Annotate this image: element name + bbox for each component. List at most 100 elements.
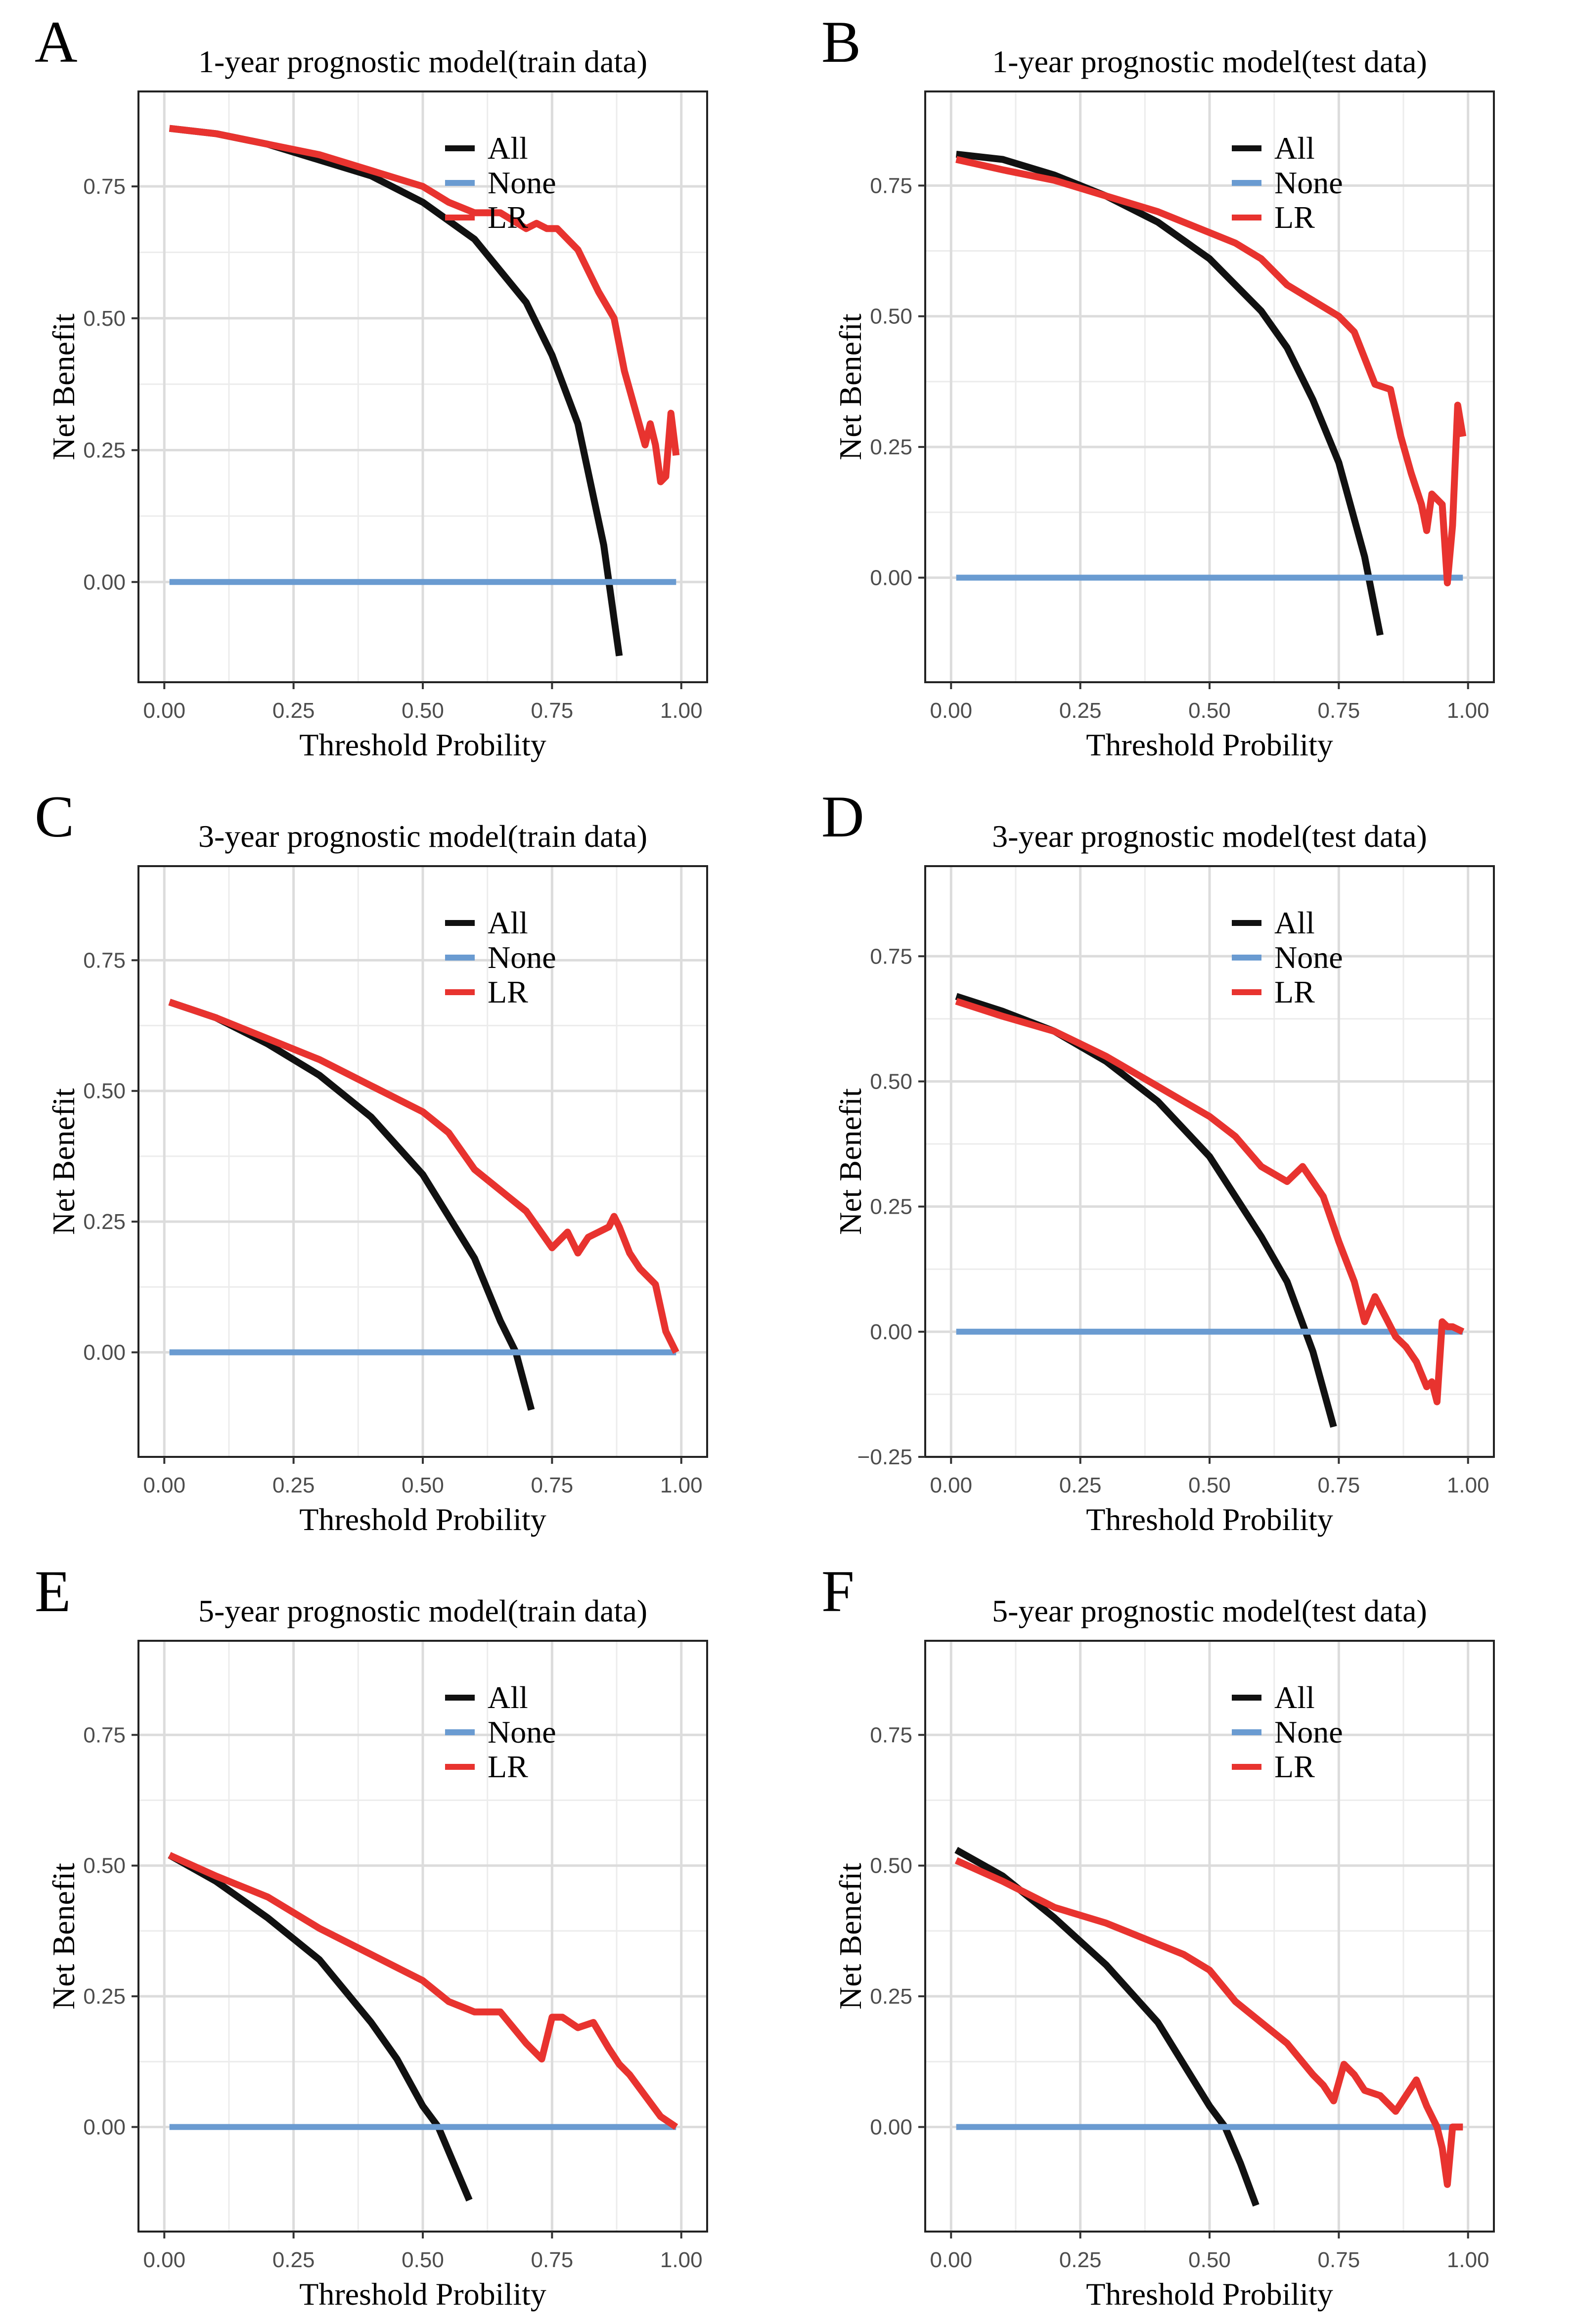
legend-label: LR <box>488 200 528 235</box>
x-tick-label: 0.00 <box>143 699 185 723</box>
chart-title: 5-year prognostic model(train data) <box>198 1593 648 1628</box>
y-tick-label: 0.50 <box>83 1079 126 1103</box>
legend-label: None <box>1274 165 1343 200</box>
legend-item: All <box>445 905 556 940</box>
legend-label: All <box>1274 131 1315 166</box>
legend: All None LR <box>1232 131 1343 235</box>
legend-key <box>1232 180 1261 186</box>
y-axis-label: Net Benefit <box>46 1088 81 1235</box>
x-tick-label: 0.75 <box>1318 2248 1360 2272</box>
y-axis-label: Net Benefit <box>833 1088 868 1235</box>
chart-title: 1-year prognostic model(test data) <box>992 44 1427 79</box>
panel-label: A <box>35 9 78 75</box>
panel-label: F <box>821 1558 854 1624</box>
chart-panel-d: D 3-year prognostic model(test data) 0.00 0… <box>787 775 1574 1549</box>
x-tick-label: 0.50 <box>402 699 444 723</box>
x-tick-label: 0.00 <box>930 2248 972 2272</box>
y-tick-label: 0.25 <box>83 1984 126 2009</box>
legend-label: All <box>488 905 528 940</box>
chart-title: 1-year prognostic model(train data) <box>198 44 648 79</box>
x-tick-label: 1.00 <box>660 1473 703 1497</box>
panel-label: B <box>821 9 861 75</box>
legend-key <box>445 1764 475 1770</box>
legend-item: LR <box>445 1749 556 1784</box>
x-tick-label: 0.50 <box>402 1473 444 1497</box>
x-tick-label: 0.25 <box>1059 699 1102 723</box>
legend: All None LR <box>1232 1680 1343 1784</box>
plot-svg: 0.00 0.25 0.50 0.75 1.00 0.00 0.25 0.50 0.75 <box>83 865 708 1497</box>
x-axis-label: Threshold Probility <box>299 1502 546 1537</box>
x-tick-label: 0.75 <box>1318 1473 1360 1497</box>
legend-label: LR <box>488 974 528 1009</box>
y-tick-label: 0.75 <box>870 944 912 968</box>
y-tick-label: 0.25 <box>83 1210 126 1234</box>
chart-title: 3-year prognostic model(test data) <box>992 819 1427 854</box>
legend-key <box>1232 920 1261 926</box>
y-tick-label: 0.75 <box>83 175 126 199</box>
legend-key <box>445 145 475 151</box>
legend: All None LR <box>445 905 556 1009</box>
y-tick-label: 0.50 <box>870 1069 912 1094</box>
series-line-lr <box>955 156 1467 587</box>
legend: All None LR <box>1232 905 1343 1009</box>
legend-key <box>1232 989 1261 995</box>
legend-item: All <box>445 131 556 166</box>
panel-label: E <box>35 1558 71 1624</box>
legend-item: None <box>1232 940 1343 975</box>
x-tick-label: 0.25 <box>272 699 315 723</box>
x-tick-label: 0.25 <box>272 2248 315 2272</box>
series-line-lr <box>168 999 679 1354</box>
x-tick-label: 1.00 <box>1447 1473 1489 1497</box>
x-tick-label: 0.00 <box>143 1473 185 1497</box>
y-tick-label: 0.00 <box>870 2115 912 2139</box>
series-line-lr <box>168 1852 678 2130</box>
legend-item: None <box>445 165 556 200</box>
legend-item: LR <box>1232 200 1343 235</box>
y-tick-label: 0.00 <box>83 570 126 594</box>
x-tick-label: 0.50 <box>1188 2248 1231 2272</box>
legend-key <box>1232 1729 1261 1735</box>
legend-label: None <box>488 165 556 200</box>
y-tick-label: 0.75 <box>83 948 126 972</box>
legend-item: LR <box>445 200 556 235</box>
y-tick-label: 0.00 <box>83 2115 126 2139</box>
y-tick-label: 0.00 <box>870 566 912 590</box>
y-tick-label: 0.50 <box>83 307 126 331</box>
x-axis-label: Threshold Probility <box>299 2277 546 2312</box>
legend-key <box>445 180 475 186</box>
y-tick-label: 0.75 <box>83 1723 126 1747</box>
x-tick-label: 0.75 <box>531 699 574 723</box>
chart-title: 5-year prognostic model(test data) <box>992 1593 1427 1628</box>
legend-key <box>1232 215 1261 220</box>
legend-key <box>1232 1764 1261 1770</box>
legend-label: All <box>1274 1680 1315 1715</box>
chart-panel-c: C 3-year prognostic model(train data) 0.00… <box>0 775 787 1549</box>
x-tick-label: 0.75 <box>1318 699 1360 723</box>
x-tick-label: 1.00 <box>1447 699 1489 723</box>
legend-item: All <box>1232 1680 1343 1715</box>
legend-key <box>445 1729 475 1735</box>
y-tick-label: −0.25 <box>857 1445 912 1469</box>
x-tick-label: 0.50 <box>1188 699 1231 723</box>
series-line-lr <box>955 998 1465 1405</box>
x-axis-label: Threshold Probility <box>299 727 546 762</box>
y-tick-label: 0.25 <box>870 1195 912 1219</box>
x-tick-label: 0.25 <box>272 1473 315 1497</box>
x-tick-label: 0.75 <box>531 2248 574 2272</box>
legend-key <box>1232 145 1261 151</box>
legend-item: None <box>445 940 556 975</box>
y-axis-label: Net Benefit <box>46 313 81 460</box>
y-tick-label: 0.75 <box>870 174 912 198</box>
legend-label: None <box>488 1714 556 1750</box>
legend-label: LR <box>1274 200 1315 235</box>
panel-label: C <box>35 784 75 849</box>
legend-item: LR <box>445 974 556 1009</box>
plot-svg: 0.00 0.25 0.50 0.75 1.00 0.00 0.25 0.50 0.75 <box>83 1640 708 2272</box>
legend-key <box>445 215 475 220</box>
legend-label: None <box>1274 940 1343 975</box>
legend-label: LR <box>488 1749 528 1784</box>
series-line-lr <box>169 125 680 485</box>
y-tick-label: 0.25 <box>870 1984 912 2009</box>
plot-svg: 0.00 0.25 0.50 0.75 1.00 0.00 0.25 0.50 0.75 <box>870 90 1495 723</box>
legend: All None LR <box>445 1680 556 1784</box>
